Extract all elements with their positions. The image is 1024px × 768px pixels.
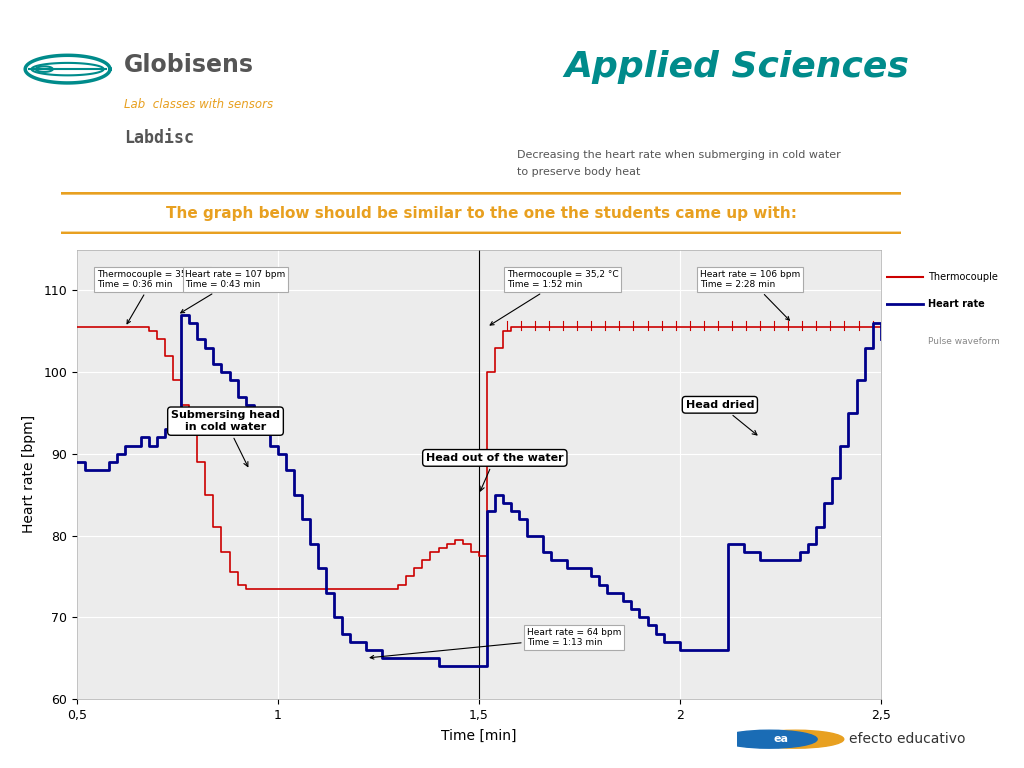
- Text: to preserve body heat: to preserve body heat: [517, 167, 640, 177]
- Text: Thermocouple = 35,2 °C
Time = 1:52 min: Thermocouple = 35,2 °C Time = 1:52 min: [490, 270, 618, 325]
- Text: Heart rate = 106 bpm
Time = 2:28 min: Heart rate = 106 bpm Time = 2:28 min: [699, 270, 800, 320]
- Text: Head out of the water: Head out of the water: [426, 453, 563, 491]
- Text: Applied Sciences: Applied Sciences: [565, 50, 909, 84]
- Text: Submersing head
in cold water: Submersing head in cold water: [171, 410, 280, 466]
- Text: Pulse waveform: Pulse waveform: [929, 337, 1000, 346]
- Text: Thermocouple = 35,5 °C
Time = 0:36 min: Thermocouple = 35,5 °C Time = 0:36 min: [97, 270, 209, 324]
- Text: Mammalian diving reflex: Mammalian diving reflex: [522, 103, 813, 124]
- Circle shape: [748, 730, 844, 748]
- Text: Thermocouple: Thermocouple: [929, 272, 998, 283]
- Text: Lab  classes with sensors: Lab classes with sensors: [124, 98, 273, 111]
- Text: Globisens: Globisens: [124, 52, 254, 77]
- Text: Heart rate = 107 bpm
Time = 0:43 min: Heart rate = 107 bpm Time = 0:43 min: [180, 270, 286, 313]
- Text: Head dried: Head dried: [686, 400, 757, 435]
- Text: Results and analysis: Results and analysis: [522, 176, 729, 194]
- Text: Heart rate: Heart rate: [929, 299, 985, 310]
- Y-axis label: Heart rate [bpm]: Heart rate [bpm]: [23, 415, 36, 533]
- Text: Labdisc: Labdisc: [124, 129, 195, 147]
- Text: Decreasing the heart rate when submerging in cold water: Decreasing the heart rate when submergin…: [517, 150, 841, 160]
- FancyBboxPatch shape: [49, 194, 913, 233]
- Text: efecto educativo: efecto educativo: [849, 732, 966, 746]
- Text: The graph below should be similar to the one the students came up with:: The graph below should be similar to the…: [166, 206, 797, 220]
- X-axis label: Time [min]: Time [min]: [441, 729, 516, 743]
- Circle shape: [721, 730, 817, 748]
- Text: ea: ea: [774, 734, 788, 744]
- Text: Heart rate = 64 bpm
Time = 1:13 min: Heart rate = 64 bpm Time = 1:13 min: [371, 628, 622, 659]
